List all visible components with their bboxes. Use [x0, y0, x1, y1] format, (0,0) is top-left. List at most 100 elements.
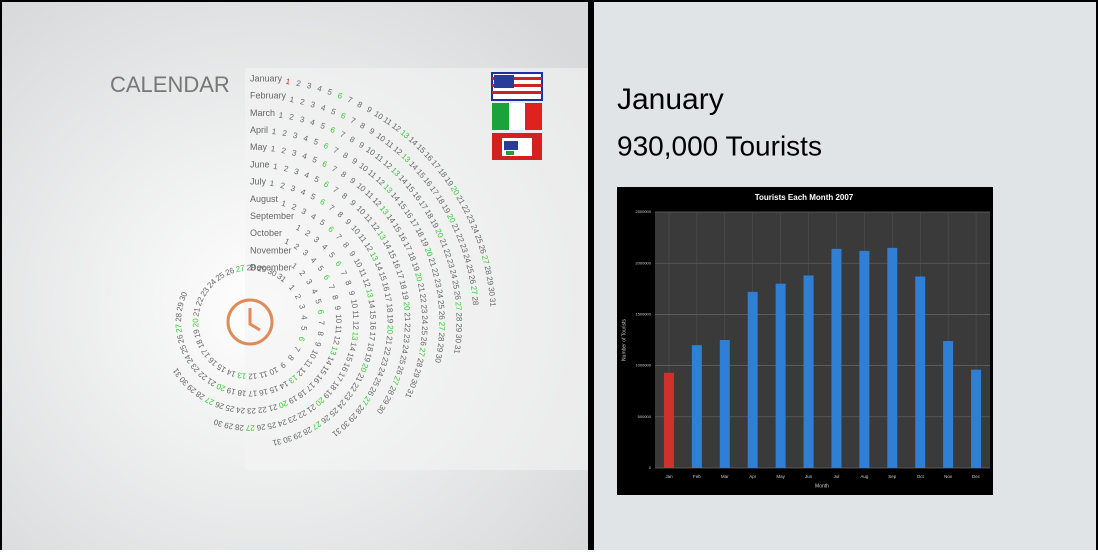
day-number: 1 — [283, 236, 291, 246]
day-number: 21 — [416, 282, 427, 293]
day-number: 24 — [235, 405, 245, 415]
day-number: 7 — [332, 145, 340, 155]
day-number: 1 — [270, 144, 276, 154]
day-number: 16 — [391, 258, 403, 270]
y-tick-label: 1500000 — [635, 311, 651, 316]
month-label: January — [250, 73, 283, 83]
bar — [971, 369, 982, 468]
day-number: 5 — [327, 250, 337, 260]
day-number: 3 — [297, 303, 307, 310]
day-number: 23 — [458, 242, 470, 254]
x-tick-label: Dec — [972, 474, 981, 479]
plot-area — [655, 212, 990, 468]
day-number: 9 — [348, 176, 357, 186]
day-number: 13 — [350, 331, 360, 342]
day-number: 9 — [313, 341, 323, 349]
day-number: 16 — [368, 321, 377, 331]
day-number: 6 — [296, 335, 306, 343]
day-number: 24 — [420, 315, 429, 325]
day-number: 2 — [283, 164, 290, 174]
day-number: 25 — [450, 279, 461, 290]
day-number: 6 — [329, 125, 337, 135]
day-number: 5 — [312, 137, 320, 147]
day-number: 4 — [309, 212, 318, 222]
day-number: 18 — [406, 251, 418, 263]
month-label: June — [250, 159, 270, 169]
day-number: 3 — [291, 148, 298, 158]
x-tick-label: Mar — [721, 474, 729, 479]
day-number: 7 — [346, 95, 354, 105]
day-number: 27 — [235, 263, 246, 274]
day-number: 7 — [327, 203, 336, 213]
day-number: 23 — [465, 213, 477, 225]
day-number: 19 — [410, 261, 422, 273]
day-number: 21 — [267, 402, 278, 413]
day-number: 7 — [339, 269, 349, 278]
day-number: 25 — [224, 403, 235, 414]
x-tick-label: Apr — [749, 474, 757, 479]
day-number: 2 — [281, 146, 288, 156]
day-number: 15 — [377, 271, 389, 283]
day-number: 3 — [290, 184, 298, 194]
day-number: 22 — [430, 267, 441, 278]
day-number: 6 — [326, 225, 336, 235]
day-number: 19 — [418, 236, 430, 248]
day-number: 4 — [316, 84, 323, 94]
day-number: 15 — [368, 310, 378, 320]
day-number: 7 — [349, 116, 358, 126]
day-number: 27 — [480, 254, 491, 265]
day-number: 17 — [367, 331, 377, 341]
day-number: 7 — [326, 283, 336, 291]
chart: 0 500000 1000000 1500000 2000000 2500000 Jan Fe… — [635, 209, 990, 479]
x-tick-label: Jan — [665, 474, 673, 479]
flag-us[interactable] — [491, 72, 543, 101]
day-number: 24 — [375, 366, 387, 378]
day-number: 6 — [321, 159, 329, 169]
day-number: 12 — [361, 277, 373, 289]
day-number: 26 — [477, 244, 488, 256]
day-number: 24 — [462, 253, 473, 265]
day-number: 28 — [454, 312, 463, 322]
day-number: 25 — [397, 354, 408, 365]
bar — [887, 247, 898, 468]
day-number: 25 — [464, 264, 475, 275]
day-number: 9 — [347, 249, 357, 258]
day-number: 29 — [485, 276, 495, 287]
day-number: 2 — [290, 202, 298, 212]
day-number: 12 — [248, 371, 258, 380]
day-number: 17 — [383, 292, 394, 303]
day-number: 4 — [302, 134, 309, 144]
day-number: 10 — [334, 314, 343, 324]
x-tick-label: Feb — [693, 474, 701, 479]
day-number: 28 — [247, 263, 257, 272]
day-number: 2 — [292, 242, 301, 252]
x-tick-label: Sep — [888, 474, 897, 479]
day-number: 9 — [348, 198, 358, 208]
day-number: 23 — [419, 304, 429, 314]
day-number: 19 — [400, 290, 410, 301]
day-number: 18 — [236, 388, 246, 398]
day-number: 23 — [379, 356, 390, 368]
day-number: 26 — [467, 274, 478, 285]
day-number: 8 — [341, 151, 350, 161]
day-number: 26 — [175, 333, 186, 344]
day-number: 25 — [266, 420, 277, 431]
day-number: 15 — [386, 248, 398, 260]
bar — [915, 276, 926, 468]
day-number: 9 — [365, 105, 374, 115]
day-number: 21 — [450, 222, 462, 234]
day-number: 17 — [401, 241, 413, 253]
day-number: 20 — [215, 381, 227, 393]
day-number: 21 — [427, 257, 438, 269]
day-number: 18 — [398, 279, 409, 290]
month-label: December — [250, 263, 292, 273]
flag-other[interactable] — [492, 133, 542, 160]
day-number: 14 — [225, 367, 237, 379]
y-tick-label: 0 — [649, 465, 652, 470]
month-label: February — [250, 91, 287, 101]
flag-italy[interactable] — [492, 103, 542, 130]
day-number: 20 — [277, 398, 289, 410]
month-label: September — [250, 211, 294, 221]
day-number: 4 — [309, 255, 319, 265]
